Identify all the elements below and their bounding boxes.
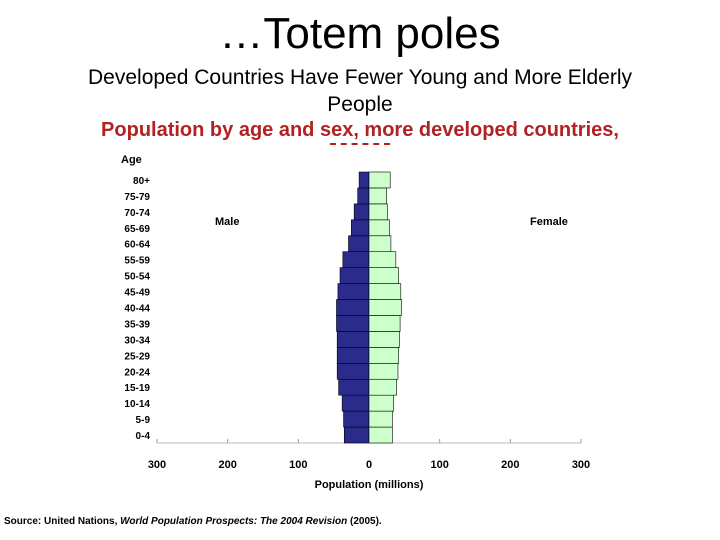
- bar-female-20-24: [368, 362, 399, 380]
- bar-male-35-39: [336, 315, 370, 332]
- chart-title-clipped-line: [330, 143, 390, 155]
- bar-female-35-39: [368, 315, 401, 332]
- source-suffix: (2005).: [347, 516, 382, 527]
- age-label: 65-69: [124, 224, 150, 235]
- bar-male-0-4: [343, 426, 370, 444]
- source-note: Source: United Nations, World Population…: [4, 515, 444, 528]
- slide-title: …Totem poles: [219, 9, 501, 58]
- x-tick-label: 100: [430, 459, 448, 471]
- bar-female-10-14: [368, 394, 395, 412]
- age-label: 60-64: [124, 240, 150, 251]
- bar-female-70-74: [368, 203, 388, 221]
- bar-female-25-29: [368, 347, 399, 364]
- age-label: 50-54: [124, 272, 150, 283]
- age-label: 80+: [133, 176, 150, 187]
- bar-female-50-54: [368, 267, 399, 284]
- age-label: 55-59: [124, 256, 150, 267]
- slide-subtitle: Developed Countries Have Fewer Young and…: [88, 66, 632, 116]
- bar-male-65-69: [351, 219, 370, 237]
- x-tick-label: 200: [218, 459, 236, 471]
- x-tick-label: 0: [366, 459, 372, 471]
- bar-female-40-44: [368, 299, 402, 316]
- age-label: 0-4: [136, 431, 151, 442]
- bar-male-10-14: [341, 394, 370, 412]
- bar-male-40-44: [336, 299, 370, 316]
- bar-male-80+: [358, 171, 370, 189]
- x-tick-label: 200: [501, 459, 519, 471]
- age-label: 40-44: [124, 304, 150, 315]
- age-label: 25-29: [124, 351, 150, 362]
- bar-female-30-34: [368, 331, 400, 348]
- bar-female-60-64: [368, 235, 392, 253]
- x-tick-label: 300: [148, 459, 166, 471]
- bar-male-60-64: [348, 235, 370, 253]
- source-prefix: Source: United Nations,: [4, 516, 121, 527]
- age-label: 20-24: [124, 367, 150, 378]
- bar-female-15-19: [368, 378, 397, 396]
- bar-male-70-74: [353, 203, 370, 221]
- bar-female-0-4: [368, 426, 393, 444]
- bar-male-50-54: [339, 267, 370, 284]
- chart-title: Population by age and sex, more develope…: [101, 119, 619, 141]
- x-tick-label: 300: [572, 459, 590, 471]
- bar-male-5-9: [343, 410, 370, 428]
- age-label: 75-79: [124, 192, 150, 203]
- bar-male-45-49: [337, 283, 370, 300]
- age-label: 70-74: [124, 208, 150, 219]
- bar-male-15-19: [338, 378, 370, 396]
- bar-female-80+: [368, 171, 391, 189]
- y-axis-label: Age: [121, 154, 142, 166]
- x-axis-label: Population (millions): [315, 479, 424, 491]
- series-label-male: Male: [215, 216, 239, 228]
- bar-male-55-59: [342, 251, 370, 268]
- bar-female-55-59: [368, 251, 397, 268]
- bar-male-20-24: [336, 362, 370, 380]
- bar-female-5-9: [368, 410, 393, 428]
- x-tick-label: 100: [289, 459, 307, 471]
- bar-female-65-69: [368, 219, 390, 237]
- age-label: 10-14: [124, 399, 150, 410]
- bar-female-45-49: [368, 283, 402, 300]
- age-label: 15-19: [124, 383, 150, 394]
- bar-male-25-29: [336, 347, 370, 364]
- age-label: 5-9: [136, 415, 151, 426]
- source-title: World Population Prospects: The 2004 Rev…: [120, 516, 348, 527]
- age-label: 30-34: [124, 335, 150, 346]
- series-label-female: Female: [530, 216, 568, 228]
- bar-male-30-34: [336, 331, 370, 348]
- age-label: 35-39: [124, 319, 150, 330]
- bar-male-75-79: [357, 187, 370, 205]
- age-label: 45-49: [124, 288, 150, 299]
- bar-female-75-79: [368, 187, 387, 205]
